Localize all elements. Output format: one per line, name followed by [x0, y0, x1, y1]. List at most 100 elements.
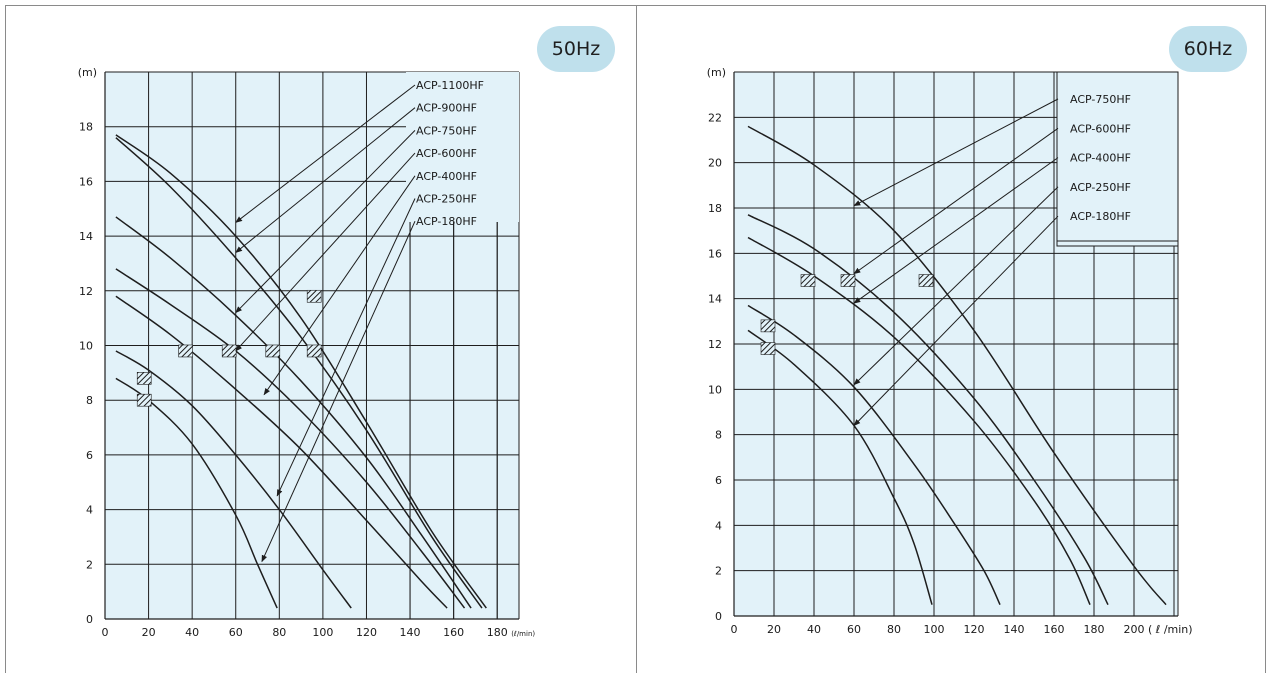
curve-acp-600hf [747, 214, 1109, 606]
pointer-arrow-acp-180hf [853, 215, 1059, 427]
x-tick-label: 60 [229, 626, 243, 639]
rated-point-marker [136, 372, 152, 385]
curve-acp-250hf [115, 350, 352, 609]
x-tick-label: 140 [400, 626, 421, 639]
x-tick-label: 0 [102, 626, 109, 639]
pointer-arrow-acp-400hf [853, 157, 1059, 304]
frame-left-border [5, 5, 6, 673]
legend-label-acp-180hf: ACP-180HF [1070, 210, 1131, 223]
x-tick-label: 20 [142, 626, 156, 639]
y-tick-label: 10 [708, 383, 722, 396]
x-tick-label: 80 [887, 623, 901, 636]
pointer-arrow-acp-900hf [235, 107, 416, 253]
x-tick-label: 0 [731, 623, 738, 636]
y-tick-label: 18 [708, 202, 722, 215]
rated-point-marker [178, 344, 193, 358]
pointer-arrow-acp-250hf [276, 198, 416, 497]
x-tick-label: 120 [964, 623, 985, 636]
y-tick-label: 16 [79, 175, 93, 188]
x-tick-label: 200 [1124, 623, 1145, 636]
chart-panel-60hz: 60Hz 0 20 40 60 80 100 120 140 160 180 200 0 2 4 6 8 10 1… [637, 6, 1265, 673]
y-tick-label: 14 [79, 230, 93, 243]
legend-label-acp-250hf: ACP-250HF [416, 193, 477, 206]
legend-label-acp-400hf: ACP-400HF [1070, 152, 1131, 165]
pointer-arrow-acp-1100hf [235, 84, 416, 223]
frequency-badge-50hz: 50Hz [537, 26, 615, 72]
frequency-badge-60hz: 60Hz [1169, 26, 1247, 72]
legend-box [1056, 71, 1179, 247]
x-tick-label: 160 [443, 626, 464, 639]
x-tick-label: 120 [356, 626, 377, 639]
y-axis-unit: (m) [78, 66, 97, 79]
y-tick-label: 12 [708, 338, 722, 351]
x-tick-label: 160 [1044, 623, 1065, 636]
y-tick-label: 22 [708, 111, 722, 124]
rated-point-marker [306, 344, 322, 358]
pump-curve-chart-60hz: 0 20 40 60 80 100 120 140 160 180 200 0 2 4 6 8 10 12 14 16… [707, 66, 1193, 636]
x-tick-label: 80 [272, 626, 286, 639]
legend-area [406, 72, 519, 222]
rated-point-marker [306, 289, 322, 303]
pointer-arrow-acp-600hf [235, 152, 416, 352]
rated-point-marker [760, 319, 776, 333]
y-tick-label: 20 [708, 157, 722, 170]
y-tick-label: 6 [86, 449, 93, 462]
legend-label-acp-250hf: ACP-250HF [1070, 181, 1131, 194]
pointer-arrow-acp-600hf [853, 127, 1059, 275]
y-tick-label: 16 [708, 247, 722, 260]
x-tick-label: 40 [185, 626, 199, 639]
rated-point-marker [221, 344, 237, 358]
y-tick-label: 6 [715, 474, 722, 487]
pointer-arrow-acp-180hf [261, 220, 416, 563]
y-axis-unit: (m) [707, 66, 726, 79]
x-tick-label: 40 [807, 623, 821, 636]
x-tick-label: 100 [924, 623, 945, 636]
curve-acp-250hf [747, 304, 1001, 605]
curve-acp-1100hf [115, 134, 487, 609]
frame-top-border [5, 5, 1266, 6]
x-axis-unit: ( ℓ /min) [1148, 623, 1193, 636]
x-axis-unit: (ℓ/min) [511, 630, 535, 638]
panel-divider [636, 5, 637, 673]
x-tick-label: 20 [767, 623, 781, 636]
y-tick-label: 0 [86, 613, 93, 626]
legend-label-acp-1100hf: ACP-1100HF [416, 79, 484, 92]
curve-acp-180hf [747, 329, 933, 605]
y-tick-label: 18 [79, 121, 93, 134]
y-tick-label: 2 [86, 558, 93, 571]
curve-acp-400hf [115, 295, 448, 609]
rated-point-marker [265, 344, 281, 358]
chart-panel-50hz: 50Hz 0 20 40 60 80 100 120 140 160 180 0 2 4 6 8 10 12 14… [6, 6, 636, 673]
x-tick-label: 180 [1084, 623, 1105, 636]
x-tick-label: 100 [312, 626, 333, 639]
pointer-arrow-acp-750hf [235, 130, 416, 314]
pump-curve-chart-50hz: 0 20 40 60 80 100 120 140 160 180 0 2 4 6 8 10 12 14 16 18 (… [78, 66, 536, 639]
x-tick-label: 180 [487, 626, 508, 639]
rated-point-marker [760, 342, 776, 355]
y-tick-label: 8 [86, 394, 93, 407]
y-tick-label: 10 [79, 340, 93, 353]
rated-point-marker [136, 393, 152, 407]
frame-right-border [1265, 5, 1266, 673]
curve-acp-600hf [115, 268, 466, 609]
legend-label-acp-750hf: ACP-750HF [416, 124, 477, 137]
x-tick-label: 60 [847, 623, 861, 636]
y-tick-label: 4 [715, 519, 722, 532]
rated-point-marker [918, 274, 934, 287]
curve-acp-750hf [747, 125, 1167, 606]
curve-acp-900hf [115, 137, 483, 609]
curve-acp-750hf [115, 216, 472, 609]
legend-label-acp-180hf: ACP-180HF [416, 215, 477, 228]
legend-label-acp-750hf: ACP-750HF [1070, 93, 1131, 106]
pointer-arrow-acp-750hf [853, 98, 1059, 207]
pointer-arrow-acp-400hf [263, 175, 416, 396]
rated-point-marker [840, 274, 856, 287]
legend-label-acp-900hf: ACP-900HF [416, 102, 477, 115]
y-tick-label: 2 [715, 565, 722, 578]
x-tick-label: 140 [1004, 623, 1025, 636]
legend-label-acp-400hf: ACP-400HF [416, 170, 477, 183]
rated-point-marker [800, 274, 816, 287]
y-tick-label: 12 [79, 285, 93, 298]
y-tick-label: 4 [86, 504, 93, 517]
y-tick-label: 14 [708, 293, 722, 306]
